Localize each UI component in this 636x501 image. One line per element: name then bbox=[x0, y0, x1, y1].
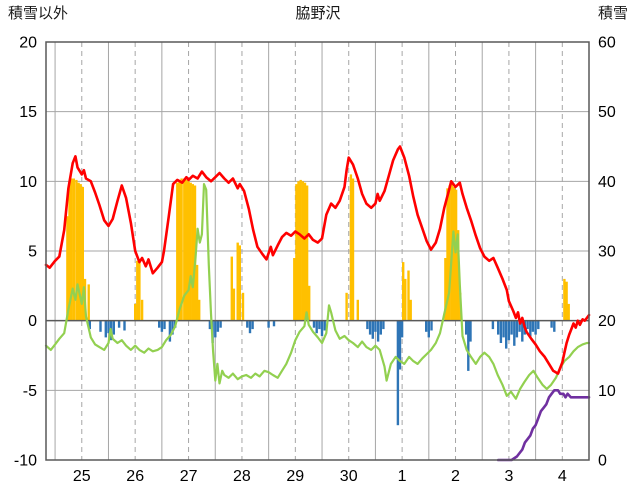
gridlines bbox=[46, 42, 589, 460]
x-axis-day-label: 26 bbox=[126, 468, 144, 485]
x-axis-day-label: 25 bbox=[73, 468, 91, 485]
left-axis-tick-label: 0 bbox=[28, 313, 37, 330]
left-axis-tick-label: 15 bbox=[19, 104, 37, 121]
x-axis-day-label: 1 bbox=[398, 468, 407, 485]
left-axis-tick-label: -10 bbox=[14, 453, 37, 470]
snow-depth-line bbox=[496, 388, 591, 462]
x-axis-day-label: 3 bbox=[504, 468, 513, 485]
left-axis-tick-label: -5 bbox=[23, 383, 37, 400]
right-axis-tick-label: 40 bbox=[598, 174, 616, 191]
x-axis-day-label: 27 bbox=[180, 468, 198, 485]
left-axis-tick-label: 20 bbox=[19, 35, 37, 52]
right-axis-tick-label: 10 bbox=[598, 383, 616, 400]
x-axis-day-label: 29 bbox=[286, 468, 304, 485]
sunshine-bars bbox=[66, 174, 570, 321]
right-axis-tick-label: 60 bbox=[598, 35, 616, 52]
plot-border bbox=[45, 41, 590, 461]
right-axis-tick-label: 50 bbox=[598, 104, 616, 121]
right-axis-tick-label: 20 bbox=[598, 313, 616, 330]
left-axis-tick-label: 10 bbox=[19, 174, 37, 191]
x-axis-day-label: 2 bbox=[451, 468, 460, 485]
right-axis-tick-label: 0 bbox=[598, 453, 607, 470]
left-axis-tick-label: 5 bbox=[28, 244, 37, 261]
wind-line bbox=[44, 183, 591, 400]
right-axis-tick-label: 30 bbox=[598, 244, 616, 261]
x-axis-day-label: 30 bbox=[340, 468, 358, 485]
x-axis-day-label: 4 bbox=[558, 468, 567, 485]
x-axis-day-label: 28 bbox=[233, 468, 251, 485]
temperature-line bbox=[44, 145, 591, 375]
